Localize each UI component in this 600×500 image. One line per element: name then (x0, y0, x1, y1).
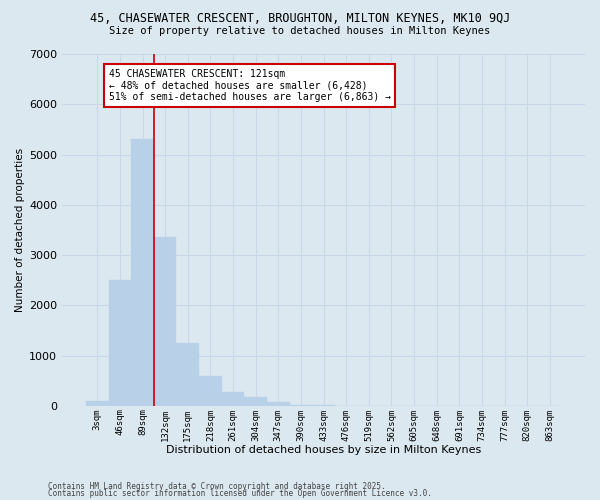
X-axis label: Distribution of detached houses by size in Milton Keynes: Distribution of detached houses by size … (166, 445, 481, 455)
Bar (199, 376, 222, 406)
Text: Size of property relative to detached houses in Milton Keynes: Size of property relative to detached ho… (109, 26, 491, 36)
Bar (244, 397, 267, 406)
Bar (154, 238, 176, 406)
Text: 45, CHASEWATER CRESCENT, BROUGHTON, MILTON KEYNES, MK10 9QJ: 45, CHASEWATER CRESCENT, BROUGHTON, MILT… (90, 12, 510, 26)
Text: 45 CHASEWATER CRESCENT: 121sqm
← 48% of detached houses are smaller (6,428)
51% : 45 CHASEWATER CRESCENT: 121sqm ← 48% of … (109, 69, 391, 102)
Bar (222, 392, 244, 406)
Bar (267, 402, 290, 406)
Bar (86, 401, 109, 406)
Bar (290, 404, 312, 406)
Bar (109, 280, 131, 406)
Bar (131, 140, 154, 406)
Y-axis label: Number of detached properties: Number of detached properties (15, 148, 25, 312)
Text: Contains HM Land Registry data © Crown copyright and database right 2025.: Contains HM Land Registry data © Crown c… (48, 482, 386, 491)
Text: Contains public sector information licensed under the Open Government Licence v3: Contains public sector information licen… (48, 489, 432, 498)
Bar (176, 343, 199, 406)
